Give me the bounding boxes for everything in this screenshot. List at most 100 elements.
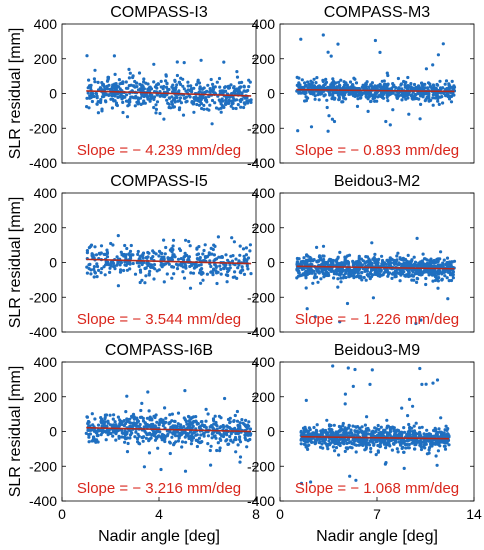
data-point [180,440,185,444]
data-point [196,257,200,261]
data-point [206,83,210,87]
data-point [182,255,186,259]
data-point [406,439,410,443]
data-point [406,253,410,257]
data-point [206,442,210,446]
data-point [299,260,303,264]
data-point [216,235,220,239]
data-point [351,424,355,428]
data-point [376,95,380,99]
data-point [111,243,115,247]
data-point [367,85,371,89]
data-point [149,422,154,427]
data-point [167,421,171,425]
data-point [234,450,238,454]
data-point [297,76,301,80]
data-point [146,82,150,86]
data-point [148,437,152,441]
data-point [345,269,349,273]
data-point [382,438,386,442]
data-point [179,423,183,427]
data-point [114,101,119,105]
data-point [341,421,345,426]
data-point [205,254,210,259]
data-point [191,271,196,275]
y-tick-label: 200 [252,51,276,67]
panel-title: COMPASS-I3 [110,4,208,21]
data-point [397,261,401,265]
data-point [447,261,451,265]
data-point [169,425,173,429]
data-point [186,414,191,419]
data-point [189,84,193,88]
data-point [171,432,175,436]
data-point [124,80,128,84]
data-point [361,259,365,263]
data-point [418,366,422,371]
data-point [167,105,171,110]
data-point [118,82,122,86]
data-point [309,125,314,129]
data-point [338,91,342,95]
data-point [85,271,89,275]
data-point [400,268,404,272]
data-point [137,71,142,75]
data-point [184,100,188,104]
data-point [353,429,357,434]
data-point [122,268,126,273]
y-axis-label: SLR residual [mm] [7,197,24,329]
data-point [408,426,412,430]
data-point [139,102,143,106]
data-point [106,263,110,267]
data-point [423,269,427,273]
data-point [335,85,339,89]
data-point [297,91,301,95]
data-point [322,275,326,279]
data-point [209,444,213,448]
data-point [337,98,341,102]
data-point [234,106,238,111]
data-point [363,423,367,427]
x-axis-label: Nadir angle [deg] [316,528,438,545]
data-point [413,447,417,451]
data-point [431,381,435,385]
data-point [430,264,434,268]
data-point [432,441,436,445]
data-point [190,88,194,92]
x-tick-label: 0 [276,506,284,522]
data-point [170,435,174,439]
y-tick-label: -400 [29,493,57,509]
data-point [184,440,188,444]
data-point [409,82,413,86]
data-point [442,270,446,274]
data-point [403,439,407,443]
data-point [124,437,128,441]
data-point [199,433,203,437]
data-point [163,406,167,410]
data-point [232,97,236,101]
data-point [216,441,220,445]
y-tick-label: -200 [247,458,275,474]
data-point [139,270,143,274]
data-point [296,262,300,266]
data-point [364,439,368,443]
data-point [238,460,242,464]
data-point [102,265,106,269]
data-point [305,254,309,258]
data-point [366,109,370,113]
data-point [215,281,219,286]
data-point [202,259,206,263]
data-point [343,93,347,97]
data-point [136,102,140,106]
slope-annotation: Slope = − 4.239 mm/deg [77,142,241,159]
data-point [87,435,91,439]
data-point [436,442,441,446]
data-point [131,424,135,428]
data-point [354,425,358,429]
data-point [418,426,422,430]
data-point [202,248,206,253]
data-point [302,261,306,265]
data-point [322,254,326,258]
data-point [400,406,404,410]
data-point [240,80,244,84]
